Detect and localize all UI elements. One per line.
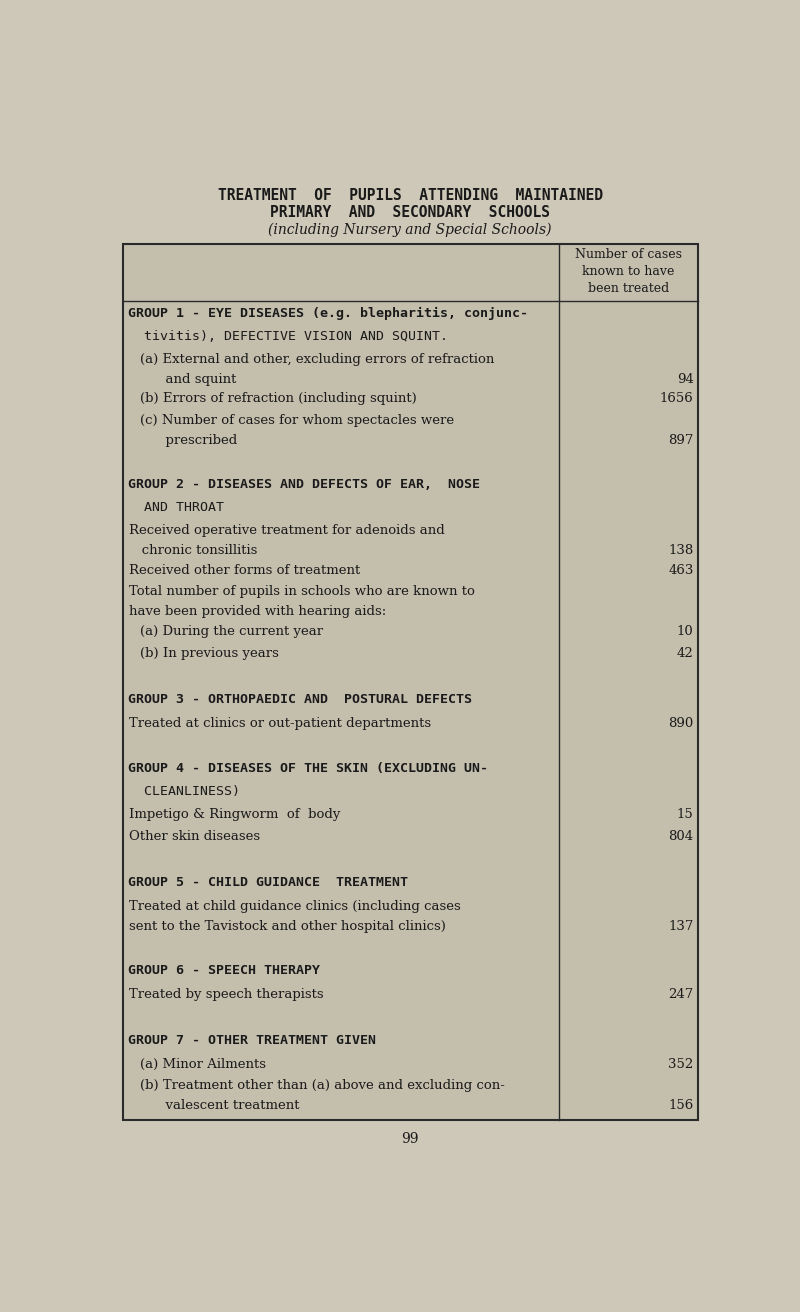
Text: Treated at child guidance clinics (including cases: Treated at child guidance clinics (inclu… <box>130 900 461 913</box>
Text: Treated at clinics or out-patient departments: Treated at clinics or out-patient depart… <box>130 716 431 729</box>
Text: 137: 137 <box>668 920 694 933</box>
Text: 94: 94 <box>677 373 694 386</box>
Text: GROUP 4 - DISEASES OF THE SKIN (EXCLUDING UN-: GROUP 4 - DISEASES OF THE SKIN (EXCLUDIN… <box>128 762 488 775</box>
Text: and squint: and squint <box>140 373 237 386</box>
Text: Received other forms of treatment: Received other forms of treatment <box>130 564 361 576</box>
Text: prescribed: prescribed <box>140 434 238 447</box>
Text: 352: 352 <box>669 1057 694 1071</box>
Text: GROUP 5 - CHILD GUIDANCE  TREATMENT: GROUP 5 - CHILD GUIDANCE TREATMENT <box>128 875 408 888</box>
Text: have been provided with hearing aids:: have been provided with hearing aids: <box>130 605 386 618</box>
Text: GROUP 2 - DISEASES AND DEFECTS OF EAR,  NOSE: GROUP 2 - DISEASES AND DEFECTS OF EAR, N… <box>128 478 480 491</box>
Text: GROUP 1 - EYE DISEASES (e.g. blepharitis, conjunc-: GROUP 1 - EYE DISEASES (e.g. blepharitis… <box>128 307 528 320</box>
Text: (b) Errors of refraction (including squint): (b) Errors of refraction (including squi… <box>140 392 417 405</box>
Text: GROUP 3 - ORTHOPAEDIC AND  POSTURAL DEFECTS: GROUP 3 - ORTHOPAEDIC AND POSTURAL DEFEC… <box>128 693 472 706</box>
Text: 1656: 1656 <box>660 392 694 405</box>
Text: tivitis), DEFECTIVE VISION AND SQUINT.: tivitis), DEFECTIVE VISION AND SQUINT. <box>128 329 448 342</box>
Text: 804: 804 <box>669 830 694 842</box>
Text: GROUP 7 - OTHER TREATMENT GIVEN: GROUP 7 - OTHER TREATMENT GIVEN <box>128 1034 376 1047</box>
Text: Number of cases
known to have
been treated: Number of cases known to have been treat… <box>575 248 682 295</box>
Text: (a) External and other, excluding errors of refraction: (a) External and other, excluding errors… <box>140 353 494 366</box>
Text: valescent treatment: valescent treatment <box>140 1099 300 1113</box>
Text: (b) Treatment other than (a) above and excluding con-: (b) Treatment other than (a) above and e… <box>140 1080 505 1093</box>
Text: 15: 15 <box>677 808 694 821</box>
Text: (b) In previous years: (b) In previous years <box>140 647 279 660</box>
Text: 138: 138 <box>669 543 694 556</box>
Text: Other skin diseases: Other skin diseases <box>130 830 261 842</box>
Text: 463: 463 <box>668 564 694 576</box>
Text: CLEANLINESS): CLEANLINESS) <box>128 786 240 798</box>
Text: GROUP 6 - SPEECH THERAPY: GROUP 6 - SPEECH THERAPY <box>128 964 320 976</box>
Text: 890: 890 <box>669 716 694 729</box>
Text: sent to the Tavistock and other hospital clinics): sent to the Tavistock and other hospital… <box>130 920 446 933</box>
Text: (a) During the current year: (a) During the current year <box>140 625 323 638</box>
Text: Impetigo & Ringworm  of  body: Impetigo & Ringworm of body <box>130 808 341 821</box>
Text: PRIMARY  AND  SECONDARY  SCHOOLS: PRIMARY AND SECONDARY SCHOOLS <box>270 205 550 220</box>
Text: 897: 897 <box>668 434 694 447</box>
Text: Received operative treatment for adenoids and: Received operative treatment for adenoid… <box>130 523 445 537</box>
Text: 10: 10 <box>677 625 694 638</box>
Text: chronic tonsillitis: chronic tonsillitis <box>130 543 258 556</box>
Text: 156: 156 <box>669 1099 694 1113</box>
Text: AND THROAT: AND THROAT <box>128 501 224 514</box>
Text: (a) Minor Ailments: (a) Minor Ailments <box>140 1057 266 1071</box>
Text: (including Nursery and Special Schools): (including Nursery and Special Schools) <box>268 222 552 236</box>
Text: 247: 247 <box>669 988 694 1001</box>
Text: 42: 42 <box>677 647 694 660</box>
Text: (c) Number of cases for whom spectacles were: (c) Number of cases for whom spectacles … <box>140 415 454 428</box>
Text: TREATMENT  OF  PUPILS  ATTENDING  MAINTAINED: TREATMENT OF PUPILS ATTENDING MAINTAINED <box>218 188 602 203</box>
Bar <box>123 244 698 1120</box>
Text: Total number of pupils in schools who are known to: Total number of pupils in schools who ar… <box>130 585 475 598</box>
Text: 99: 99 <box>402 1132 418 1147</box>
Text: Treated by speech therapists: Treated by speech therapists <box>130 988 324 1001</box>
